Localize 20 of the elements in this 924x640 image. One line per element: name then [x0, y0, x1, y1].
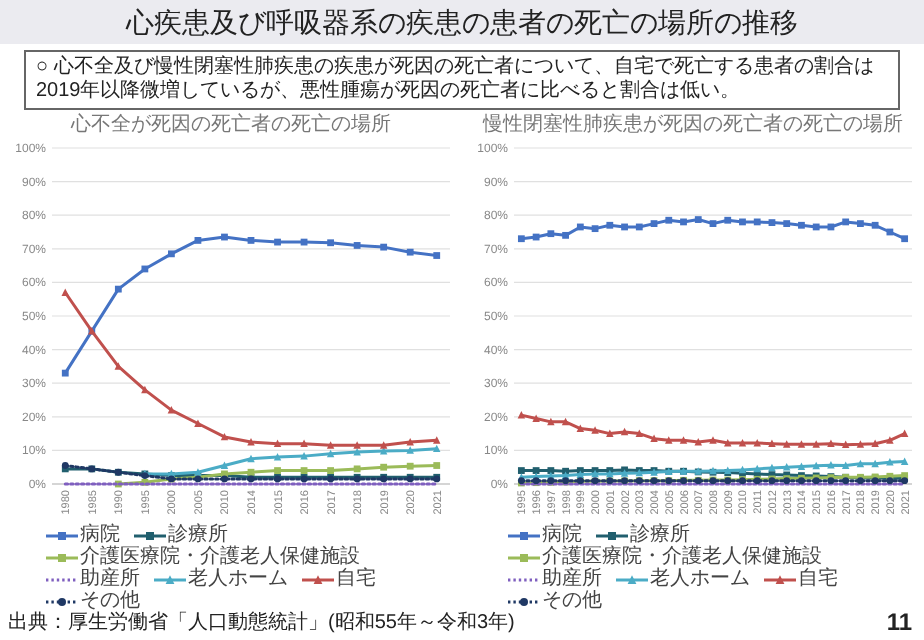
- chart-title: 心不全が死因の死亡者の死亡の場所: [68, 114, 393, 138]
- source-note: 出典：厚生労働省「人口動態統計」(昭和55年～令和3年): [8, 610, 515, 636]
- legend-label: 介護医療院・介護老人保健施設: [542, 546, 822, 568]
- legend-label: 助産所: [542, 568, 602, 590]
- legend-label: 介護医療院・介護老人保健施設: [80, 546, 360, 568]
- legend-label: その他: [80, 590, 140, 612]
- chart-title: 慢性閉塞性肺疾患が死因の死亡者の死亡の場所: [480, 114, 905, 138]
- legend-label: 老人ホーム: [188, 568, 288, 590]
- legend-label: 診療所: [168, 524, 228, 546]
- legend-label: その他: [542, 590, 602, 612]
- text: 心疾患及び呼吸器系の疾患の患者の死亡の場所の推移: [0, 0, 924, 44]
- legend-label: 助産所: [80, 568, 140, 590]
- legend-label: 病院: [80, 524, 120, 546]
- text: 11: [886, 608, 912, 636]
- legend-label: 自宅: [798, 568, 838, 590]
- legend-label: 自宅: [336, 568, 376, 590]
- legend-label: 老人ホーム: [650, 568, 750, 590]
- text: ○ 心不全及び慢性閉塞性肺疾患の疾患が死因の死亡者について、自宅で死亡する患者の割合は2019年以降微増しているが、悪性腫瘍が死因の死亡者に比べると割合は低い。: [24, 50, 900, 110]
- legend-label: 診療所: [630, 524, 690, 546]
- legend-label: 病院: [542, 524, 582, 546]
